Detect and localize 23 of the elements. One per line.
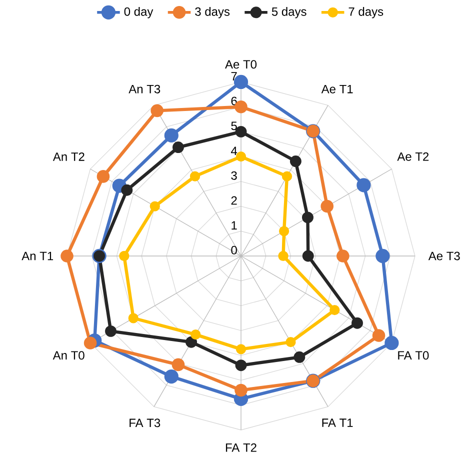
legend-label: 3 days <box>195 7 230 18</box>
y-tick-label: 7 <box>231 72 237 80</box>
y-tick-label: 2 <box>231 196 237 205</box>
spoke-label: An T2 <box>52 152 84 161</box>
y-tick-label: 1 <box>232 221 237 230</box>
y-tick-label: 4 <box>231 146 238 155</box>
legend-label: 7 days <box>348 7 384 18</box>
spoke-label: An T0 <box>52 351 84 360</box>
spoke-label: FA T2 <box>226 443 256 452</box>
spoke-label: FA T3 <box>130 418 160 428</box>
spoke-label: FA T0 <box>398 351 429 360</box>
y-tick-label: 3 <box>231 171 237 180</box>
spoke-label: Ae T2 <box>397 152 429 161</box>
spoke-label: FA T1 <box>322 418 353 427</box>
y-tick-label: 0 <box>231 246 237 254</box>
spoke-label: An T3 <box>128 84 160 94</box>
spoke-label: Ae T3 <box>428 252 460 260</box>
legend-label: 5 days <box>272 7 306 18</box>
spoke-label: Ae T1 <box>321 84 353 94</box>
spoke-label: Ae T0 <box>225 60 257 69</box>
legend-label: 0 day <box>124 7 154 18</box>
y-tick-label: 5 <box>231 122 237 130</box>
spoke-label: An T1 <box>22 252 54 260</box>
